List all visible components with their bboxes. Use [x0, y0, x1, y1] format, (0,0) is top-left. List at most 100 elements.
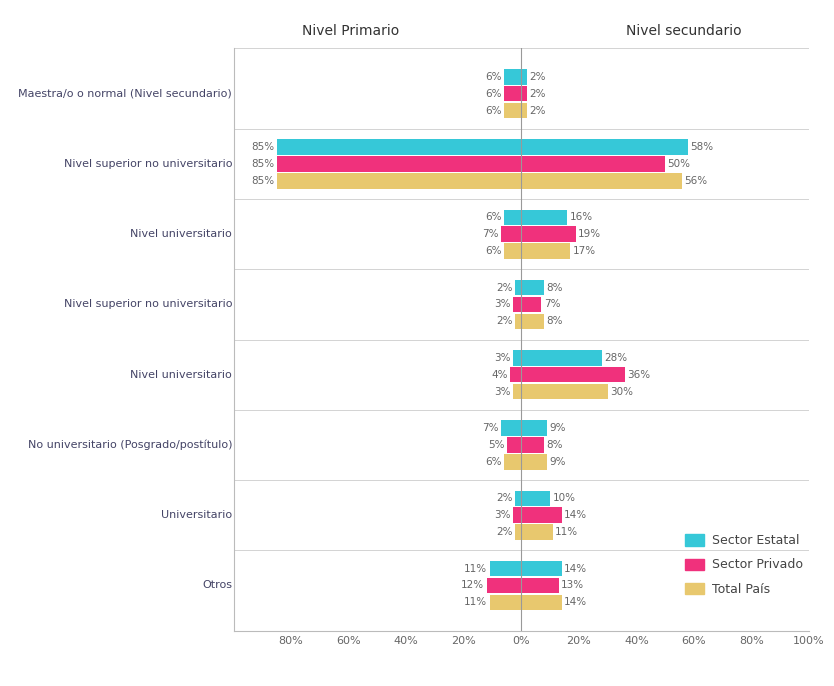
- Text: 16%: 16%: [570, 213, 593, 222]
- Bar: [521, 210, 567, 225]
- Bar: [521, 297, 541, 312]
- Bar: [515, 280, 521, 295]
- Bar: [521, 139, 688, 155]
- Bar: [521, 437, 545, 453]
- Text: 9%: 9%: [550, 423, 566, 433]
- Bar: [515, 314, 521, 329]
- Bar: [504, 86, 521, 102]
- Text: 6%: 6%: [485, 88, 502, 99]
- Text: Nivel universitario: Nivel universitario: [130, 229, 232, 239]
- Bar: [521, 561, 561, 576]
- Text: 19%: 19%: [578, 229, 601, 239]
- Text: 85%: 85%: [251, 159, 274, 169]
- Bar: [504, 454, 521, 469]
- Text: Otros: Otros: [202, 580, 232, 591]
- Bar: [521, 226, 576, 242]
- Bar: [504, 210, 521, 225]
- Text: 36%: 36%: [627, 370, 651, 379]
- Bar: [487, 578, 521, 593]
- Text: Nivel secundario: Nivel secundario: [626, 24, 741, 38]
- Bar: [277, 139, 521, 155]
- Text: 2%: 2%: [497, 316, 513, 327]
- Bar: [521, 421, 547, 436]
- Bar: [510, 367, 521, 382]
- Bar: [504, 69, 521, 84]
- Text: No universitario (Posgrado/postítulo): No universitario (Posgrado/postítulo): [28, 440, 232, 450]
- Text: 30%: 30%: [610, 386, 633, 397]
- Text: 3%: 3%: [494, 353, 510, 363]
- Text: Nivel superior no universitario: Nivel superior no universitario: [63, 159, 232, 169]
- Text: 6%: 6%: [485, 106, 502, 115]
- Text: 85%: 85%: [251, 142, 274, 152]
- Text: Nivel universitario: Nivel universitario: [130, 370, 232, 379]
- Bar: [277, 156, 521, 172]
- Bar: [513, 384, 521, 399]
- Bar: [515, 490, 521, 506]
- Legend: Sector Estatal, Sector Privado, Total País: Sector Estatal, Sector Privado, Total Pa…: [686, 534, 803, 595]
- Bar: [513, 297, 521, 312]
- Text: 2%: 2%: [530, 106, 545, 115]
- Text: 56%: 56%: [685, 176, 708, 186]
- Bar: [501, 226, 521, 242]
- Text: 14%: 14%: [564, 564, 587, 573]
- Text: 3%: 3%: [494, 510, 510, 520]
- Text: 6%: 6%: [485, 213, 502, 222]
- Text: 2%: 2%: [497, 527, 513, 537]
- Text: 11%: 11%: [465, 564, 487, 573]
- Text: 14%: 14%: [564, 510, 587, 520]
- Bar: [504, 103, 521, 118]
- Text: 12%: 12%: [461, 580, 485, 591]
- Text: Nivel superior no universitario: Nivel superior no universitario: [63, 300, 232, 309]
- Text: 2%: 2%: [530, 72, 545, 82]
- Text: 10%: 10%: [552, 493, 575, 504]
- Bar: [490, 595, 521, 610]
- Bar: [513, 508, 521, 523]
- Bar: [501, 421, 521, 436]
- Text: 8%: 8%: [546, 316, 563, 327]
- Bar: [521, 578, 559, 593]
- Text: 2%: 2%: [497, 283, 513, 293]
- Text: Nivel Primario: Nivel Primario: [302, 24, 399, 38]
- Bar: [277, 173, 521, 189]
- Text: 6%: 6%: [485, 246, 502, 256]
- Text: 6%: 6%: [485, 457, 502, 466]
- Text: 2%: 2%: [530, 88, 545, 99]
- Bar: [521, 173, 682, 189]
- Bar: [521, 314, 545, 329]
- Bar: [521, 103, 527, 118]
- Text: 7%: 7%: [544, 300, 560, 309]
- Text: 11%: 11%: [555, 527, 578, 537]
- Text: 8%: 8%: [546, 283, 563, 293]
- Bar: [521, 524, 553, 540]
- Text: 13%: 13%: [561, 580, 584, 591]
- Text: 3%: 3%: [494, 300, 510, 309]
- Bar: [521, 367, 625, 382]
- Text: 85%: 85%: [251, 176, 274, 186]
- Text: 7%: 7%: [482, 423, 499, 433]
- Text: 9%: 9%: [550, 457, 566, 466]
- Text: Maestra/o o normal (Nivel secundario): Maestra/o o normal (Nivel secundario): [18, 88, 232, 99]
- Bar: [521, 69, 527, 84]
- Bar: [504, 244, 521, 259]
- Text: 11%: 11%: [465, 598, 487, 607]
- Text: 28%: 28%: [604, 353, 627, 363]
- Bar: [521, 508, 561, 523]
- Bar: [521, 86, 527, 102]
- Bar: [521, 244, 570, 259]
- Bar: [490, 561, 521, 576]
- Bar: [521, 384, 607, 399]
- Bar: [521, 350, 602, 366]
- Text: 5%: 5%: [488, 440, 505, 450]
- Bar: [521, 595, 561, 610]
- Bar: [507, 437, 521, 453]
- Bar: [521, 280, 545, 295]
- Bar: [521, 454, 547, 469]
- Bar: [513, 350, 521, 366]
- Bar: [515, 524, 521, 540]
- Bar: [521, 490, 550, 506]
- Text: 6%: 6%: [485, 72, 502, 82]
- Text: Universitario: Universitario: [161, 510, 232, 520]
- Text: 50%: 50%: [667, 159, 691, 169]
- Text: 17%: 17%: [572, 246, 595, 256]
- Text: 4%: 4%: [491, 370, 507, 379]
